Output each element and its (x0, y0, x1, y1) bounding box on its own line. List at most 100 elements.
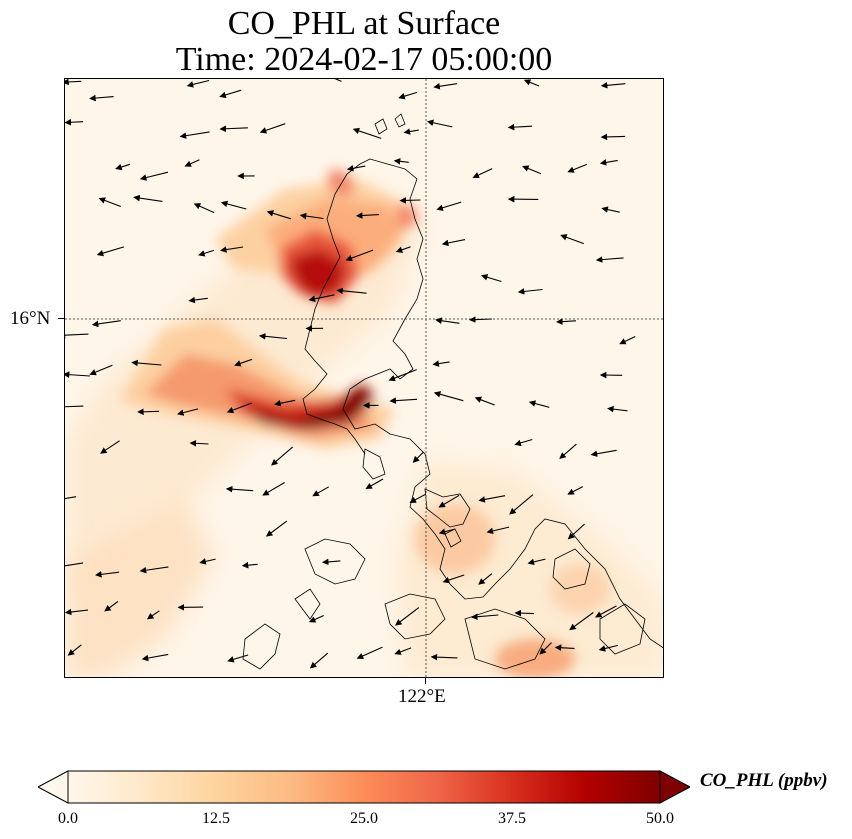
wind-arrow (177, 408, 199, 416)
colorbar-tick-3: 37.5 (498, 810, 526, 827)
colorbar-tick-0: 0.0 (58, 810, 78, 827)
wind-arrow (426, 119, 453, 128)
wind-arrow (567, 523, 585, 540)
wind-arrow (220, 200, 247, 210)
colorbar-extend-low (38, 770, 69, 804)
wind-arrow (115, 163, 131, 171)
wind-arrow (65, 331, 89, 339)
wind-arrow (352, 127, 382, 139)
wind-arrow (528, 400, 550, 408)
wind-arrow (409, 493, 426, 503)
wind-arrow (188, 296, 208, 304)
wind-arrow (193, 203, 215, 214)
wind-arrow (65, 562, 84, 567)
wind-arrow (179, 131, 210, 139)
wind-arrow (104, 601, 119, 612)
wind-arrow (442, 574, 465, 584)
wind-arrow (137, 408, 160, 416)
wind-arrow (527, 558, 546, 566)
wind-arrow (274, 399, 296, 407)
wind-arrow (599, 159, 618, 166)
lat-tick (58, 318, 64, 319)
wind-arrow (227, 654, 249, 663)
wind-arrow (590, 449, 617, 457)
wind-arrow (65, 608, 89, 616)
wind-arrow (554, 644, 575, 651)
map-panel (64, 78, 664, 678)
wind-arrow (619, 336, 636, 345)
wind-arrow (523, 79, 540, 87)
wind-arrow (598, 644, 619, 652)
wind-arrow (471, 613, 499, 621)
wind-arrow (486, 526, 510, 535)
wind-arrow (595, 605, 617, 618)
wind-arrow (65, 405, 84, 408)
wind-arrow (100, 440, 120, 454)
wind-arrow (139, 171, 169, 181)
wind-arrow (356, 646, 383, 659)
wind-arrow (600, 82, 626, 89)
wind-arrow (567, 163, 588, 173)
wind-arrow (478, 573, 493, 585)
wind-arrow (398, 91, 418, 100)
wind-arrow (432, 360, 450, 367)
wind-arrow (474, 396, 495, 406)
wind-arrow (607, 405, 628, 413)
wind-arrow (225, 485, 254, 493)
wind-arrow (262, 482, 285, 496)
wind-arrow (345, 249, 374, 262)
wind-arrow (89, 364, 113, 376)
wind-arrow (271, 446, 294, 466)
wind-arrow (433, 83, 457, 90)
wind-arrow (600, 133, 626, 141)
wind-arrow (567, 486, 584, 495)
wind-arrow (241, 561, 258, 569)
map-title-line2: Time: 2024-02-17 05:00:00 (175, 41, 553, 78)
colorbar-tick-4: 50.0 (646, 810, 674, 827)
wind-arrow (403, 128, 419, 135)
wind-arrow (388, 369, 417, 382)
wind-arrow (509, 494, 534, 515)
wind-arrow (472, 168, 493, 179)
wind-arrow (312, 486, 330, 497)
wind-arrow (95, 571, 120, 578)
wind-arrow (65, 371, 90, 378)
wind-arrow (91, 320, 121, 328)
colorbar-title: CO_PHL (ppbv) (700, 770, 828, 791)
map-svg (65, 79, 663, 677)
wind-arrow (309, 652, 329, 669)
wind-arrow (441, 239, 466, 247)
wind-arrow (141, 653, 169, 662)
wind-arrow (234, 358, 253, 367)
wind-arrow (480, 274, 502, 283)
wind-arrow (395, 607, 420, 626)
wind-arrow (65, 496, 77, 500)
wind-arrow (399, 197, 421, 204)
colorbar-tick-1: 12.5 (202, 810, 230, 827)
wind-arrow (186, 79, 210, 88)
wind-arrow (522, 165, 542, 175)
wind-arrow (438, 494, 460, 508)
wind-arrow (394, 647, 412, 655)
wind-arrow (259, 123, 286, 134)
colorbar-gradient (67, 770, 661, 804)
wind-arrow (346, 165, 366, 172)
wind-arrow (189, 440, 209, 447)
wind-arrow (514, 438, 533, 447)
wind-arrow (98, 197, 121, 208)
wind-arrow (226, 402, 253, 414)
wind-arrow (436, 201, 462, 211)
wind-arrow (321, 558, 341, 566)
wind-arrow (308, 294, 335, 303)
wind-arrow (65, 79, 82, 86)
wind-arrow (469, 316, 492, 323)
wind-arrow (559, 443, 577, 460)
wind-arrow (412, 451, 424, 463)
wind-arrow (220, 246, 244, 253)
lon-tick-label: 122°E (398, 686, 446, 707)
wind-arrow (389, 397, 418, 404)
wind-arrow (96, 246, 125, 257)
wind-arrow (595, 256, 624, 263)
wind-arrow (334, 79, 342, 82)
wind-arrow (395, 246, 411, 253)
